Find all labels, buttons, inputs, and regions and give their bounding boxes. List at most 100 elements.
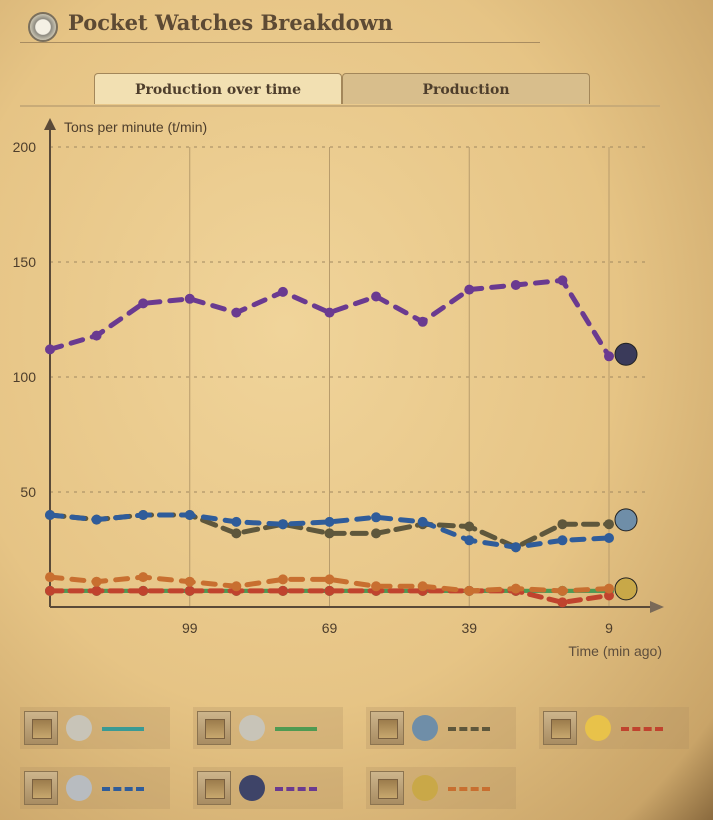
legend-checkbox[interactable] [197, 711, 231, 745]
legend-checkbox[interactable] [24, 711, 58, 745]
data-point-coal [417, 316, 428, 327]
legend-item-coal [193, 767, 343, 809]
gold-bar-icon [585, 715, 611, 741]
legend-checkbox[interactable] [24, 771, 58, 805]
x-axis-arrow [650, 601, 664, 613]
x-tick-label: 9 [605, 620, 613, 636]
data-point-gold-ore [464, 585, 475, 596]
x-tick-label: 39 [461, 620, 477, 636]
legend-checkbox[interactable] [370, 771, 404, 805]
data-point-steel-plate [557, 519, 568, 530]
y-tick-label: 50 [20, 484, 36, 500]
data-point-raw-ore [557, 535, 568, 546]
page-title: Pocket Watches Breakdown [68, 10, 393, 35]
data-point-gold-bar [277, 585, 288, 596]
data-point-raw-ore [184, 510, 195, 520]
data-point-coal [324, 307, 335, 318]
tab-production[interactable]: Production [342, 73, 590, 104]
data-point-steel-plate [604, 519, 614, 530]
legend-line-swatch [621, 727, 663, 731]
data-point-gold-ore [557, 585, 568, 596]
y-axis-arrow [44, 118, 56, 130]
pocket-watch-sink-icon [66, 715, 92, 741]
legend-item-gold-ore [366, 767, 516, 809]
gold-ore-end-icon [614, 577, 638, 601]
legend-line-swatch [275, 787, 317, 791]
data-point-gold-ore [510, 583, 521, 594]
data-point-raw-ore [231, 516, 242, 527]
data-point-coal [231, 307, 242, 318]
coal-end-icon [614, 342, 638, 366]
data-point-gold-bar [324, 585, 335, 596]
data-point-gold-ore [277, 574, 288, 585]
steel-plate-icon [412, 715, 438, 741]
data-point-steel-plate [231, 528, 242, 539]
data-point-coal [138, 298, 149, 309]
data-point-raw-ore [324, 516, 335, 527]
legend-item-pocket-watch-sink [20, 707, 170, 749]
raw-ore-icon [66, 775, 92, 801]
data-point-gold-ore [231, 581, 242, 592]
tab-bar: Production over time Production [20, 73, 660, 107]
data-point-raw-ore [371, 512, 382, 523]
data-point-raw-ore [417, 516, 428, 527]
x-tick-label: 69 [322, 620, 338, 636]
pocket-watch-gear-icon [239, 715, 265, 741]
data-point-gold-bar [91, 585, 102, 596]
data-point-gold-ore [417, 581, 428, 592]
title-divider [20, 42, 540, 43]
data-point-coal [184, 293, 195, 304]
data-point-gold-ore [91, 576, 102, 587]
data-point-raw-ore [510, 542, 521, 553]
legend-line-swatch [102, 787, 144, 791]
data-point-gold-ore [138, 572, 149, 583]
data-point-coal [91, 330, 102, 341]
legend-item-steel-plate [366, 707, 516, 749]
legend-item-gold-bar [539, 707, 689, 749]
data-point-gold-bar [184, 585, 195, 596]
y-axis-label: Tons per minute (t/min) [64, 119, 207, 135]
legend-line-swatch [448, 787, 490, 791]
y-tick-label: 100 [13, 369, 37, 385]
data-point-gold-ore [45, 572, 55, 583]
data-point-coal [277, 286, 288, 297]
data-point-raw-ore [138, 510, 149, 520]
pocket-watch-icon [28, 12, 58, 42]
x-tick-label: 99 [182, 620, 198, 636]
data-point-gold-ore [371, 581, 382, 592]
data-point-coal [371, 291, 382, 302]
data-point-gold-ore [324, 574, 335, 585]
data-point-coal [557, 275, 568, 286]
data-point-gold-ore [604, 583, 614, 594]
coal-icon [239, 775, 265, 801]
legend-checkbox[interactable] [370, 711, 404, 745]
production-chart: 50 100 150 200 99 69 39 9 Tons per minute (t/min… [13, 118, 664, 659]
data-point-steel-plate [324, 528, 335, 539]
data-point-raw-ore [91, 514, 102, 525]
legend-line-swatch [448, 727, 490, 731]
gold-ore-icon [412, 775, 438, 801]
y-tick-label: 150 [13, 254, 37, 270]
legend-item-raw-ore [20, 767, 170, 809]
legend-checkbox[interactable] [197, 771, 231, 805]
data-point-gold-bar [557, 597, 568, 608]
data-point-gold-bar [604, 590, 614, 601]
tab-production-over-time[interactable]: Production over time [94, 73, 342, 104]
legend-line-swatch [275, 727, 317, 731]
data-point-coal [510, 280, 521, 290]
data-point-raw-ore [604, 533, 614, 543]
data-point-coal [604, 351, 614, 362]
steel-plate-end-icon [614, 508, 638, 532]
legend-checkbox[interactable] [543, 711, 577, 745]
data-point-gold-ore [184, 576, 195, 587]
legend-line-swatch [102, 727, 144, 731]
data-point-raw-ore [45, 510, 55, 520]
y-tick-label: 200 [13, 139, 37, 155]
data-point-raw-ore [277, 519, 288, 530]
legend-item-pocket-watch-production [193, 707, 343, 749]
data-point-gold-bar [45, 585, 55, 596]
x-axis-label: Time (min ago) [568, 643, 662, 659]
data-point-coal [45, 344, 55, 355]
data-point-steel-plate [464, 521, 475, 532]
data-point-steel-plate [371, 528, 382, 539]
